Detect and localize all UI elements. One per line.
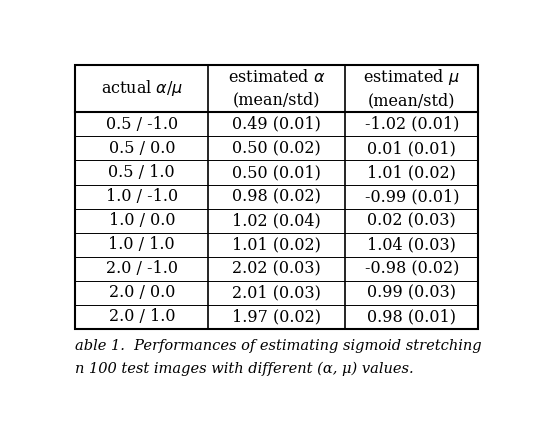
- Text: -1.02 (0.01): -1.02 (0.01): [364, 116, 459, 133]
- Text: 1.0 / 0.0: 1.0 / 0.0: [109, 212, 175, 229]
- Text: 0.02 (0.03): 0.02 (0.03): [367, 212, 456, 229]
- Text: 0.50 (0.02): 0.50 (0.02): [233, 140, 321, 157]
- Text: 1.04 (0.03): 1.04 (0.03): [367, 236, 456, 253]
- Text: 1.97 (0.02): 1.97 (0.02): [232, 308, 321, 325]
- Text: 0.5 / -1.0: 0.5 / -1.0: [106, 116, 178, 133]
- Text: -0.98 (0.02): -0.98 (0.02): [364, 260, 459, 277]
- Text: 1.0 / -1.0: 1.0 / -1.0: [106, 188, 178, 205]
- Text: estimated $\mu$
(mean/std): estimated $\mu$ (mean/std): [363, 67, 460, 110]
- Text: 0.01 (0.01): 0.01 (0.01): [367, 140, 456, 157]
- Text: 2.0 / 1.0: 2.0 / 1.0: [109, 308, 175, 325]
- Text: 0.99 (0.03): 0.99 (0.03): [367, 284, 456, 301]
- Text: 2.0 / -1.0: 2.0 / -1.0: [106, 260, 178, 277]
- Text: 1.0 / 1.0: 1.0 / 1.0: [108, 236, 175, 253]
- Text: 1.01 (0.02): 1.01 (0.02): [232, 236, 321, 253]
- Text: actual $\alpha$/$\mu$: actual $\alpha$/$\mu$: [101, 78, 183, 98]
- Text: 0.49 (0.01): 0.49 (0.01): [232, 116, 321, 133]
- Text: 2.02 (0.03): 2.02 (0.03): [233, 260, 321, 277]
- Text: 0.98 (0.01): 0.98 (0.01): [367, 308, 456, 325]
- Text: -0.99 (0.01): -0.99 (0.01): [364, 188, 459, 205]
- Text: 1.01 (0.02): 1.01 (0.02): [367, 164, 456, 181]
- Text: 2.01 (0.03): 2.01 (0.03): [232, 284, 321, 301]
- Text: able 1.  Performances of estimating sigmoid stretching: able 1. Performances of estimating sigmo…: [75, 339, 482, 353]
- Text: 0.5 / 0.0: 0.5 / 0.0: [109, 140, 175, 157]
- Text: estimated $\alpha$
(mean/std): estimated $\alpha$ (mean/std): [228, 69, 325, 108]
- Text: 0.5 / 1.0: 0.5 / 1.0: [108, 164, 175, 181]
- Text: 0.98 (0.02): 0.98 (0.02): [232, 188, 321, 205]
- Text: n 100 test images with different (α, μ) values.: n 100 test images with different (α, μ) …: [75, 362, 414, 376]
- Bar: [75, 65, 478, 329]
- Text: 2.0 / 0.0: 2.0 / 0.0: [109, 284, 175, 301]
- Text: 1.02 (0.04): 1.02 (0.04): [233, 212, 321, 229]
- Text: 0.50 (0.01): 0.50 (0.01): [232, 164, 321, 181]
